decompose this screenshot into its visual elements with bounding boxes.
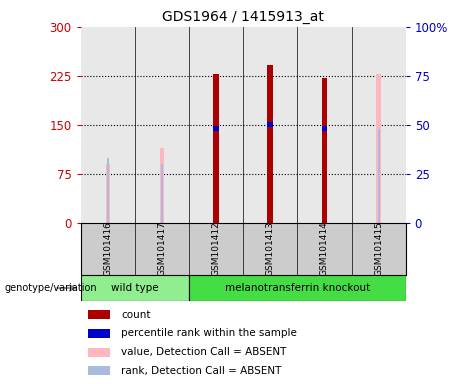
Text: percentile rank within the sample: percentile rank within the sample: [122, 328, 297, 338]
Text: rank, Detection Call = ABSENT: rank, Detection Call = ABSENT: [122, 366, 282, 376]
Bar: [88, 348, 110, 357]
Bar: [213, 74, 219, 223]
Bar: [106, 158, 109, 223]
Text: genotype/variation: genotype/variation: [5, 283, 97, 293]
FancyBboxPatch shape: [189, 275, 406, 301]
FancyBboxPatch shape: [81, 275, 189, 301]
Text: GSM101417: GSM101417: [157, 221, 166, 276]
Text: GSM101416: GSM101416: [103, 221, 112, 276]
Bar: [88, 366, 110, 375]
Text: value, Detection Call = ABSENT: value, Detection Call = ABSENT: [122, 347, 287, 357]
Text: wild type: wild type: [111, 283, 159, 293]
Bar: [267, 65, 273, 223]
Bar: [213, 126, 219, 131]
Text: GSM101413: GSM101413: [266, 221, 275, 276]
Text: GSM101414: GSM101414: [320, 221, 329, 276]
Text: count: count: [122, 310, 151, 319]
Bar: [267, 122, 273, 127]
Text: GSM101412: GSM101412: [212, 221, 221, 276]
Title: GDS1964 / 1415913_at: GDS1964 / 1415913_at: [162, 10, 324, 25]
Text: melanotransferrin knockout: melanotransferrin knockout: [225, 283, 370, 293]
Bar: [88, 310, 110, 319]
Bar: [321, 78, 327, 223]
Bar: [378, 129, 380, 223]
Bar: [88, 329, 110, 338]
Bar: [161, 164, 163, 223]
Bar: [321, 126, 327, 131]
Bar: [106, 164, 110, 223]
Text: GSM101415: GSM101415: [374, 221, 383, 276]
Bar: [160, 148, 164, 223]
Bar: [377, 74, 381, 223]
